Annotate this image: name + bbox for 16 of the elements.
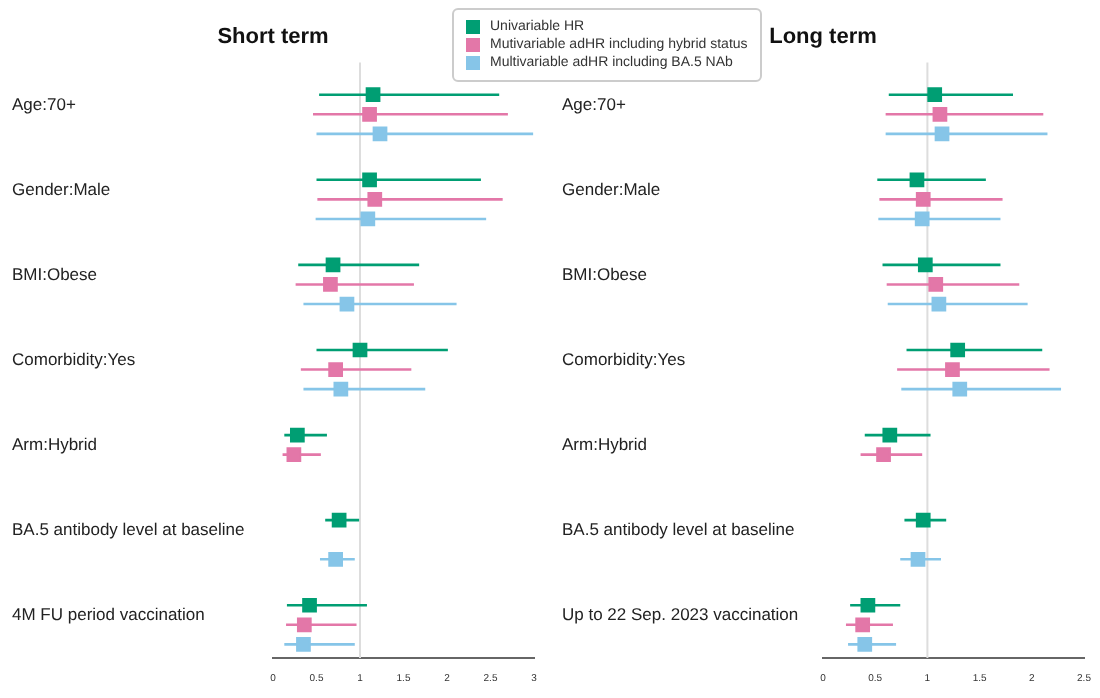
y-tick-label: BA.5 antibody level at baseline [12,519,246,540]
y-tick-label: Gender:Male [562,178,661,199]
y-tick-label: Comorbidity:Yes [562,348,686,369]
y-tick-label: BMI:Obese [12,263,98,284]
chart-title: Long term [769,25,878,50]
y-tick-label: Arm:Hybrid [562,433,648,454]
y-tick-label: Age:70+ [12,93,76,114]
y-tick-label: Gender:Male [12,178,111,199]
y-tick-label: Arm:Hybrid [12,433,98,454]
chart-title: Short term [217,25,330,50]
y-tick-label: Comorbidity:Yes [12,348,136,369]
y-tick-label: BA.5 antibody level at baseline [562,519,796,540]
y-tick-label: Age:70+ [562,93,626,114]
y-tick-label: BMI:Obese [562,263,648,284]
y-tick-label: Up to 22 Sep. 2023 vaccination [562,604,799,625]
y-tick-label: 4M FU period vaccination [12,604,206,625]
